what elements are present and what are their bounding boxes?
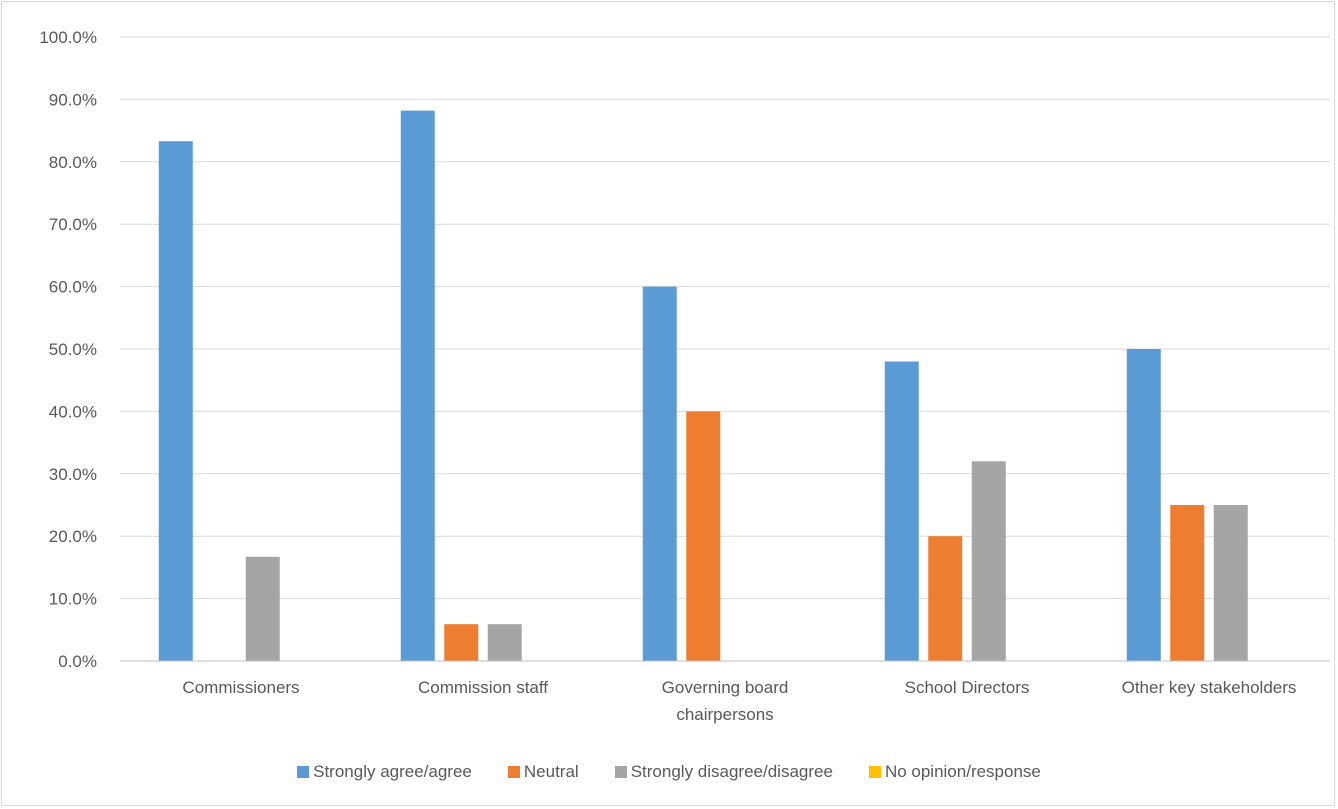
bar <box>1126 349 1161 661</box>
y-tick-label: 0.0% <box>58 652 97 671</box>
y-tick-label: 30.0% <box>49 465 97 484</box>
x-category-label: Other key stakeholders <box>1122 678 1297 697</box>
legend-item-agree: Strongly agree/agree <box>297 762 472 782</box>
y-tick-label: 70.0% <box>49 215 97 234</box>
legend-swatch-no-opinion <box>868 766 881 778</box>
y-axis-tick-labels: 0.0% 10.0% 20.0% 30.0% 40.0% 50.0% 60.0% 70.0% 8… <box>39 28 97 671</box>
bar <box>487 624 522 661</box>
legend-swatch-neutral <box>507 766 520 778</box>
y-tick-label: 50.0% <box>49 340 97 359</box>
x-category-label: Governing board <box>662 678 789 697</box>
y-tick-label: 10.0% <box>49 590 97 609</box>
bar <box>1170 505 1205 661</box>
legend-item-disagree: Strongly disagree/disagree <box>614 762 833 782</box>
y-tick-label: 40.0% <box>49 402 97 421</box>
y-tick-label: 100.0% <box>39 28 97 47</box>
bar <box>686 411 721 661</box>
bar <box>642 286 677 661</box>
x-category-label: chairpersons <box>676 705 773 724</box>
bar <box>884 361 919 661</box>
legend-item-no-opinion: No opinion/response <box>868 762 1041 782</box>
x-category-label: Commission staff <box>418 678 548 697</box>
bar <box>444 624 479 661</box>
y-tick-label: 60.0% <box>49 278 97 297</box>
legend-swatch-disagree <box>614 766 627 778</box>
legend-item-neutral: Neutral <box>507 762 579 782</box>
legend-label-neutral: Neutral <box>523 762 579 781</box>
bars <box>158 110 1248 661</box>
bar <box>400 110 435 661</box>
legend-swatch-agree <box>297 766 310 778</box>
y-tick-label: 90.0% <box>49 90 97 109</box>
legend-label-agree: Strongly agree/agree <box>313 762 472 781</box>
legend: Strongly agree/agree Neutral Strongly di… <box>0 762 1338 782</box>
bar <box>245 556 280 661</box>
x-category-label: School Directors <box>905 678 1030 697</box>
bar <box>1213 505 1248 661</box>
legend-label-disagree: Strongly disagree/disagree <box>630 762 833 781</box>
x-axis-category-labels: Commissioners Commission staff Governing b… <box>182 678 1296 724</box>
y-tick-label: 80.0% <box>49 153 97 172</box>
legend-label-no-opinion: No opinion/response <box>884 762 1041 781</box>
x-category-label: Commissioners <box>182 678 299 697</box>
bar <box>158 141 193 661</box>
bar <box>928 536 963 661</box>
bar <box>971 461 1006 661</box>
y-tick-label: 20.0% <box>49 527 97 546</box>
